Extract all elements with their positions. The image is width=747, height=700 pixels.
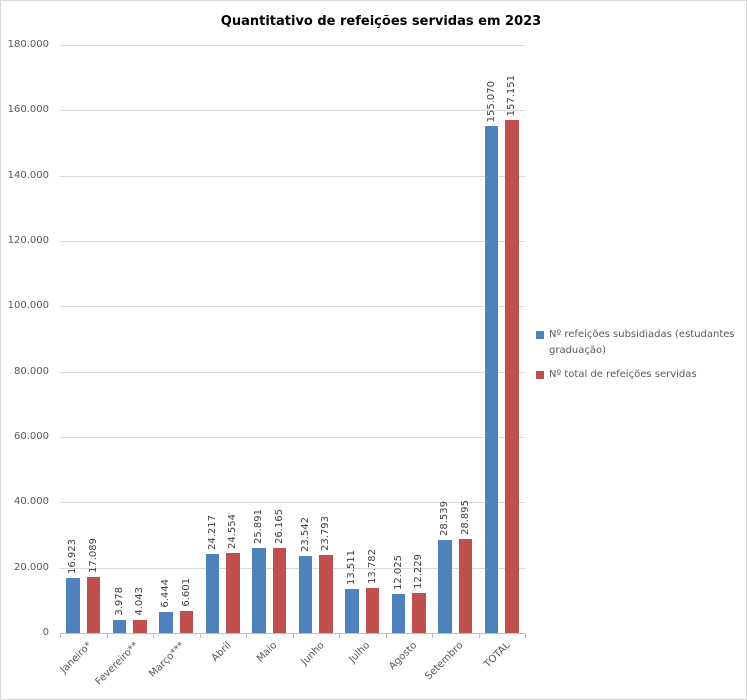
bar-value-label: 4.043 [134,587,145,616]
legend-label: Nº total de refeições servidas [549,369,697,380]
y-axis-tick-label: 140.000 [7,170,49,181]
bar-total [133,620,147,633]
bar-value-label: 28.539 [439,501,450,536]
bar-value-label: 24.217 [206,515,218,550]
gridline [60,241,525,242]
bar-subsidiadas [345,589,359,633]
x-axis-category-label: Maio [255,640,280,665]
bar-total [365,588,380,633]
y-axis-tick-label: 120.000 [7,235,49,246]
bar-value-label: 17.089 [87,538,99,573]
x-axis-category-label: TOTAL [482,640,513,671]
bar-total [226,553,240,633]
bar-total [272,548,287,633]
bar-total [86,577,101,633]
y-axis-tick-label: 160.000 [7,104,49,115]
bar-total [319,555,333,633]
x-axis-tick [339,633,340,638]
gridline [60,437,525,438]
bar-subsidiadas [438,540,452,633]
bar-value-label: 3.978 [113,587,125,616]
bar-subsidiadas [112,620,127,633]
gridline [60,502,525,503]
x-axis-tick [107,633,108,638]
gridline [60,372,525,373]
bar-subsidiadas [298,556,313,633]
bar-value-label: 155.070 [485,80,497,122]
bar-subsidiadas [391,594,406,633]
bar-value-label: 12.025 [392,555,404,590]
x-axis-category-label: Julho [347,640,373,666]
bar-subsidiadas [484,126,499,633]
x-axis-tick [525,633,526,638]
legend-swatch-series_red [536,371,544,379]
legend: Nº refeições subsidiadas (estudantes gra… [536,327,746,392]
bar-value-label: 24.554 [227,514,238,549]
plot-area: 16.923 3.978 6.444 24.217 25.891 23.542 13.511… [60,45,525,634]
bar-total [412,593,426,633]
bar-subsidiadas [66,578,80,633]
bar-total [505,120,519,633]
x-axis-category-label: Março*** [146,640,187,680]
legend-item: Nº total de refeições servidas [536,367,746,383]
bar-value-label: 13.511 [346,550,357,585]
x-axis-category-label: Agosto [387,640,420,673]
y-axis-tick-label: 100.000 [7,300,49,311]
x-axis-tick [386,633,387,638]
legend-swatch-series_blue [536,331,544,339]
bar-value-label: 26.165 [273,509,285,544]
y-axis-tick-label: 80.000 [14,366,49,377]
bar-total [458,539,473,633]
x-axis-tick [200,633,201,638]
bar-subsidiadas [205,554,220,633]
bar-value-label: 23.793 [320,516,331,551]
gridline [60,45,525,46]
legend-label: Nº refeições subsidiadas (estudantes gra… [549,329,735,356]
x-axis-category-label: Junho [299,640,327,668]
bar-value-label: 6.601 [180,578,192,607]
bar-value-label: 6.444 [160,579,171,608]
bar-value-label: 13.782 [366,549,378,584]
y-axis-tick-label: 0 [42,627,49,638]
bar-value-label: 157.151 [506,74,517,116]
bar-value-label: 28.895 [459,500,471,535]
x-axis-category-label: Abril [209,640,234,664]
bar-subsidiadas [159,612,173,633]
y-axis-tick-label: 180.000 [7,39,49,50]
gridline [60,306,525,307]
bar-subsidiadas [252,548,266,633]
y-axis-tick-label: 60.000 [14,431,49,442]
bar-total [179,611,194,633]
bar-value-label: 23.542 [299,517,311,552]
x-axis-tick [293,633,294,638]
bar-value-label: 16.923 [67,539,78,574]
x-axis-tick [479,633,480,638]
legend-item: Nº refeições subsidiadas (estudantes gra… [536,327,746,358]
y-axis-tick-label: 40.000 [14,496,49,507]
gridline [60,176,525,177]
x-axis-tick [60,633,61,638]
x-axis-category-label: Fevereiro** [93,640,141,688]
x-axis-tick [246,633,247,638]
x-axis-tick [432,633,433,638]
chart-title: Quantitativo de refeições servidas em 20… [220,14,542,29]
x-axis-tick [153,633,154,638]
gridline [60,110,525,111]
bar-value-label: 12.229 [413,554,424,589]
gridline [60,568,525,569]
y-axis-tick-label: 20.000 [14,562,49,573]
bar-value-label: 25.891 [253,509,264,544]
x-axis-category-label: Janeiro* [58,640,94,676]
x-axis-category-label: Setembro [423,640,466,683]
